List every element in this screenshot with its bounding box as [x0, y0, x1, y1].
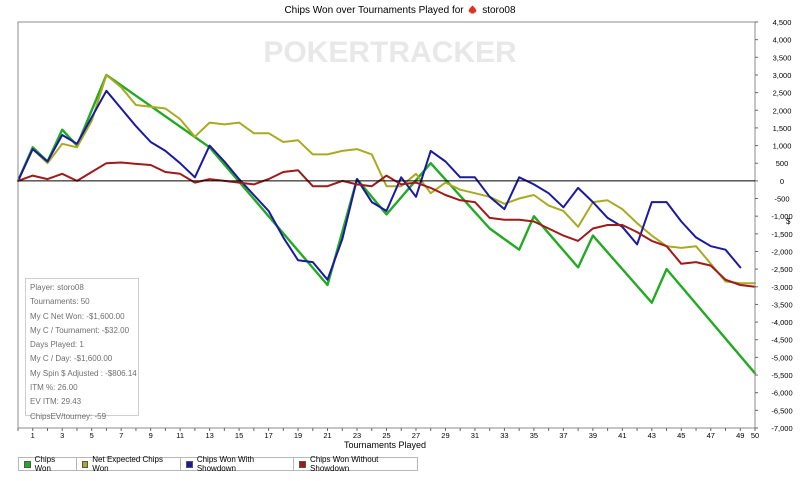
legend-item-chips-won[interactable]: Chips Won	[19, 455, 77, 473]
x-tick-label: 43	[648, 431, 656, 440]
stat-ev-itm: EV ITM: 29.43	[30, 397, 82, 407]
y-tick-label: 4,500	[773, 18, 792, 27]
x-tick-label: 31	[471, 431, 479, 440]
series-line-2	[17, 74, 756, 285]
stat-itm: ITM %: 26.00	[30, 383, 78, 393]
x-tick-label: 9	[149, 431, 153, 440]
y-tick-label: -5,500	[771, 371, 792, 380]
y-tick-label: -4,000	[771, 318, 792, 327]
x-tick-label: 17	[264, 431, 272, 440]
stat-per-tournament: My C / Tournament: -$32.00	[30, 325, 130, 335]
y-tick-label: -5,000	[771, 353, 792, 362]
series-line-4	[17, 161, 756, 288]
legend-swatch	[299, 460, 307, 468]
y-axis-label: $	[786, 217, 791, 226]
y-tick-label: -500	[774, 195, 789, 204]
y-tick-label: 3,000	[773, 71, 792, 80]
y-tick-label: 1,000	[773, 142, 792, 151]
x-tick-label: 29	[441, 431, 449, 440]
y-tick-label: -3,000	[771, 283, 792, 292]
y-tick-label: 2,500	[773, 89, 792, 98]
y-tick-label: 1,500	[773, 124, 792, 133]
title-prefix: Chips Won over Tournaments Played for	[284, 5, 464, 16]
x-tick-label: 1	[31, 431, 35, 440]
y-tick-label: -6,000	[771, 389, 792, 398]
x-tick-label: 11	[176, 431, 184, 440]
y-tick-label: -2,500	[771, 265, 792, 274]
x-tick-label: 33	[500, 431, 508, 440]
y-tick-label: -1,500	[771, 230, 792, 239]
legend-swatch	[24, 460, 31, 468]
y-tick-label: -3,500	[771, 300, 792, 309]
y-tick-label: -7,000	[771, 424, 792, 433]
stat-days-played: Days Played: 1	[30, 340, 84, 350]
stat-chipsev: ChipsEV/tourney: -59	[30, 411, 107, 421]
x-axis-label: Tournaments Played	[343, 440, 427, 450]
player-name: storo08	[482, 5, 516, 16]
y-tick-label: 4,000	[773, 36, 792, 45]
x-tick-label: 7	[119, 431, 123, 440]
stat-net-won: My C Net Won: -$1,600.00	[30, 311, 125, 321]
x-tick-label: 35	[530, 431, 538, 440]
x-tick-label: 39	[589, 431, 597, 440]
axes: -7,000 -6,500 -6,000 -5,500 -5,000 -4,500 -4,0…	[17, 18, 793, 440]
y-tick-label: 500	[776, 159, 789, 168]
x-tick-label: 19	[294, 431, 302, 440]
legend-label: Net Expected Chips Won	[92, 455, 163, 473]
stat-tournaments: Tournaments: 50	[30, 297, 90, 307]
y-tick-label: -6,500	[771, 406, 792, 415]
legend-item-without-showdown[interactable]: Chips Won Without Showdown	[294, 455, 417, 473]
x-tick-label: 47	[707, 431, 715, 440]
x-tick-label: 21	[323, 431, 331, 440]
x-tick-label: 5	[90, 431, 94, 440]
y-tick-label: -4,500	[771, 336, 792, 345]
player-icon	[469, 5, 477, 14]
series-line-1	[16, 73, 757, 375]
stat-spin-adjusted: My Spin $ Adjusted : -$806.14	[30, 368, 137, 378]
legend-item-net-expected[interactable]: Net Expected Chips Won	[77, 455, 182, 473]
x-tick-label: 25	[382, 431, 390, 440]
x-tick-label: 49	[736, 431, 744, 440]
y-tick-label: -2,000	[771, 247, 792, 256]
x-tick-label: 15	[235, 431, 243, 440]
x-tick-label: 37	[559, 431, 567, 440]
stat-per-day: My C / Day: -$1,600.00	[30, 354, 113, 364]
x-tick-label: 45	[677, 431, 685, 440]
watermark: POKERTRACKER	[263, 36, 517, 69]
legend-swatch	[81, 460, 89, 468]
stat-player: Player: storo08	[30, 283, 84, 292]
x-tick-label: 41	[618, 431, 626, 440]
legend-label: Chips Won With Showdown	[196, 455, 255, 473]
legend-item-with-showdown[interactable]: Chips Won With Showdown	[181, 455, 295, 473]
y-tick-label: 2,000	[773, 106, 792, 115]
legend-label: Chips Won	[34, 455, 56, 473]
x-tick-label: 27	[412, 431, 420, 440]
series-line-3	[17, 89, 742, 281]
legend-label: Chips Won Without Showdown	[310, 455, 379, 473]
x-tick-label: 23	[353, 431, 361, 440]
legend: Chips Won Net Expected Chips Won Chips W…	[18, 455, 418, 473]
series-lines	[16, 73, 757, 375]
y-tick-label: 3,500	[773, 53, 792, 62]
y-tick-label: 0	[780, 177, 784, 186]
x-tick-label: 50	[751, 431, 759, 440]
x-tick-label: 13	[205, 431, 213, 440]
stats-box: Player: storo08 Tournaments: 50 My C Net…	[25, 278, 139, 421]
x-tick-label: 3	[60, 431, 64, 440]
legend-swatch	[186, 460, 193, 468]
y-tick-label: -1,000	[771, 212, 792, 221]
chart-title: Chips Won over Tournaments Played for st…	[0, 5, 800, 16]
